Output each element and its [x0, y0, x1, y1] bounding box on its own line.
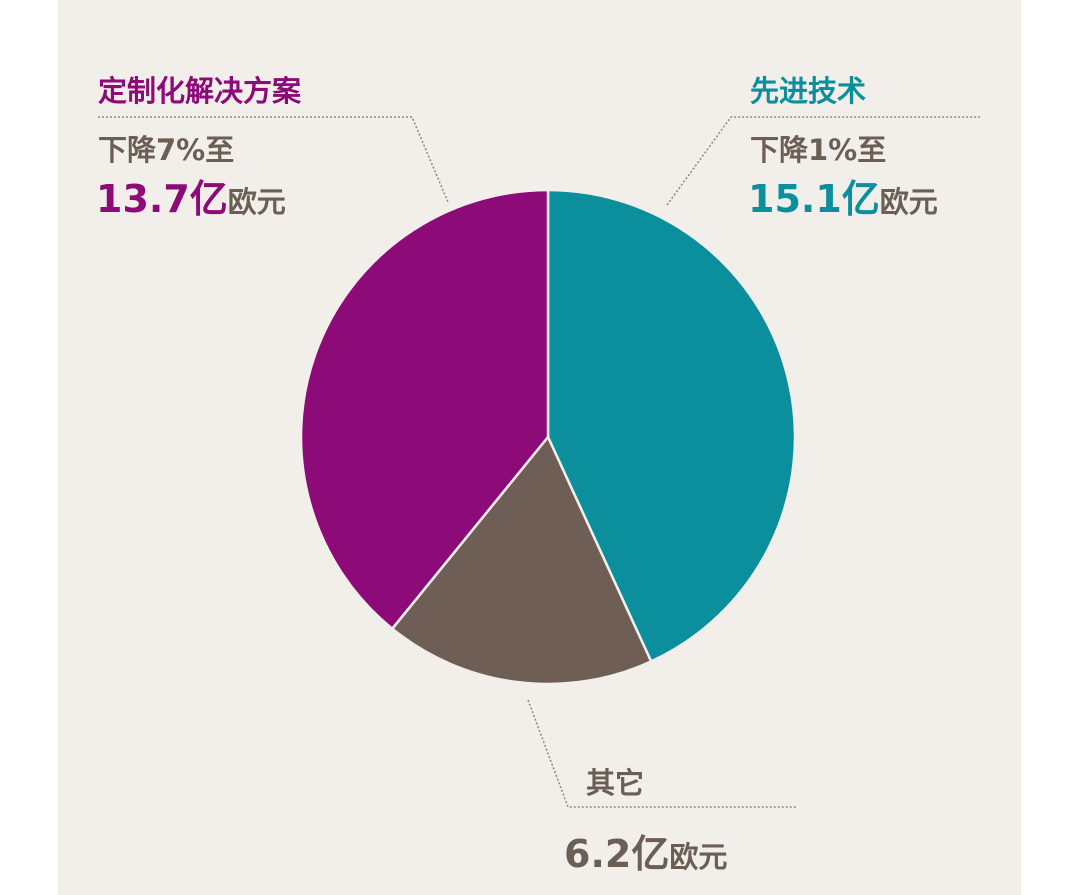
label-tech-value-group: 15.1亿欧元 [748, 168, 938, 223]
label-custom-unit: 欧元 [227, 185, 286, 219]
pie-slice-1 [390, 434, 653, 686]
leader-line-other [527, 699, 797, 808]
label-custom-title: 定制化解决方案 [98, 74, 302, 108]
pie-slice-0 [546, 188, 797, 664]
pie-slice-2 [299, 188, 550, 631]
label-custom-value: 13.7亿 [96, 177, 228, 221]
label-tech-unit: 欧元 [879, 185, 938, 219]
leader-line-custom [98, 116, 449, 203]
label-other-value-group: 6.2亿欧元 [564, 823, 727, 878]
label-custom-value-group: 13.7亿欧元 [96, 168, 286, 223]
label-tech-change: 下降1%至 [750, 133, 887, 167]
label-other-unit: 欧元 [669, 840, 728, 874]
label-other-value: 6.2亿 [564, 832, 670, 876]
label-other-title: 其它 [586, 766, 645, 800]
label-tech-value: 15.1亿 [748, 177, 880, 221]
label-tech-title: 先进技术 [750, 74, 867, 108]
label-custom-change: 下降7%至 [98, 133, 235, 167]
leader-line-tech [666, 116, 980, 206]
